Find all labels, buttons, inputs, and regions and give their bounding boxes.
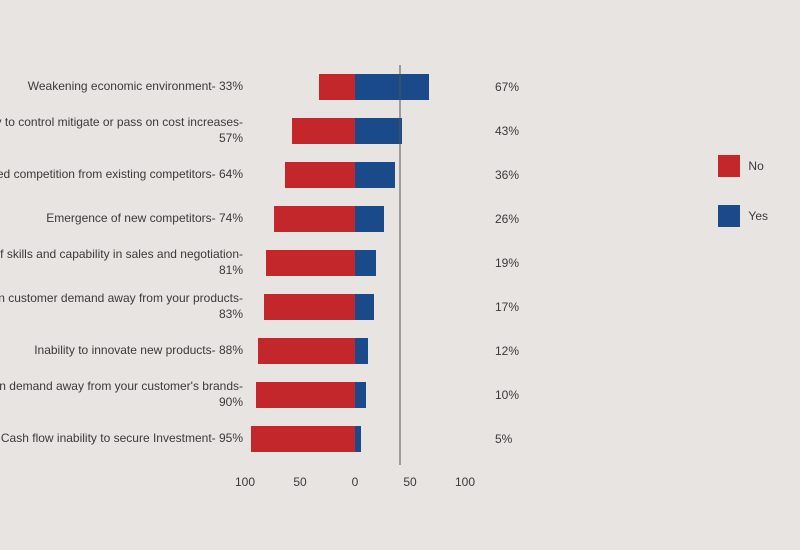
row-yes-label: 12% <box>495 344 519 358</box>
chart-rows: Weakening economic environment- 33%67%In… <box>40 65 670 465</box>
row-label: Shift in demand away from your customer'… <box>0 379 243 410</box>
row-label: Inability to control mitigate or pass on… <box>0 115 243 146</box>
bar-area <box>245 162 465 188</box>
bar-yes <box>355 206 384 232</box>
bar-yes <box>355 118 402 144</box>
row-yes-label: 26% <box>495 212 519 226</box>
row-yes-label: 36% <box>495 168 519 182</box>
legend-label-yes: Yes <box>748 209 768 223</box>
chart-row: Increased competition from existing comp… <box>40 153 670 197</box>
bar-area <box>245 338 465 364</box>
chart-row: Inability to innovate new products- 88%1… <box>40 329 670 373</box>
bar-yes <box>355 294 374 320</box>
bar-yes <box>355 382 366 408</box>
bar-no <box>319 74 355 100</box>
bar-no <box>256 382 355 408</box>
legend-label-no: No <box>748 159 763 173</box>
x-tick: 50 <box>403 475 416 489</box>
chart-row: Shift in customer demand away from your … <box>40 285 670 329</box>
row-yes-label: 17% <box>495 300 519 314</box>
bar-yes <box>355 338 368 364</box>
bar-area <box>245 118 465 144</box>
diverging-bar-chart: Weakening economic environment- 33%67%In… <box>20 25 780 525</box>
bar-no <box>292 118 355 144</box>
chart-row: Lack of skills and capability in sales a… <box>40 241 670 285</box>
legend-swatch-no <box>718 155 740 177</box>
bar-no <box>266 250 355 276</box>
bar-yes <box>355 162 395 188</box>
chart-row: Cash flow inability to secure Investment… <box>40 417 670 461</box>
legend-item-no: No <box>718 155 768 177</box>
row-label: Increased competition from existing comp… <box>0 167 243 183</box>
bar-area <box>245 206 465 232</box>
bar-no <box>285 162 355 188</box>
chart-row: Emergence of new competitors- 74%26% <box>40 197 670 241</box>
row-label: Lack of skills and capability in sales a… <box>0 247 243 278</box>
chart-row: Shift in demand away from your customer'… <box>40 373 670 417</box>
bar-no <box>274 206 355 232</box>
row-label: Emergence of new competitors- 74% <box>0 211 243 227</box>
row-yes-label: 67% <box>495 80 519 94</box>
bar-yes <box>355 426 361 452</box>
row-yes-label: 10% <box>495 388 519 402</box>
bar-yes <box>355 74 429 100</box>
row-yes-label: 5% <box>495 432 512 446</box>
bar-no <box>251 426 356 452</box>
chart-row: Weakening economic environment- 33%67% <box>40 65 670 109</box>
legend: No Yes <box>718 155 768 255</box>
x-tick: 100 <box>455 475 475 489</box>
row-label: Inability to innovate new products- 88% <box>0 343 243 359</box>
row-label: Shift in customer demand away from your … <box>0 291 243 322</box>
row-label: Weakening economic environment- 33% <box>0 79 243 95</box>
zero-axis-line <box>400 65 401 465</box>
x-tick: 0 <box>352 475 359 489</box>
legend-item-yes: Yes <box>718 205 768 227</box>
row-yes-label: 43% <box>495 124 519 138</box>
row-label: Cash flow inability to secure Investment… <box>0 431 243 447</box>
bar-area <box>245 250 465 276</box>
page-background: Weakening economic environment- 33%67%In… <box>0 0 800 550</box>
bar-area <box>245 294 465 320</box>
x-tick: 100 <box>235 475 255 489</box>
chart-row: Inability to control mitigate or pass on… <box>40 109 670 153</box>
bar-yes <box>355 250 376 276</box>
x-axis: 100 50 0 50 100 <box>40 475 670 495</box>
x-tick: 50 <box>293 475 306 489</box>
legend-swatch-yes <box>718 205 740 227</box>
bar-no <box>264 294 355 320</box>
bar-area <box>245 382 465 408</box>
bar-area <box>245 426 465 452</box>
bar-no <box>258 338 355 364</box>
bar-area <box>245 74 465 100</box>
row-yes-label: 19% <box>495 256 519 270</box>
